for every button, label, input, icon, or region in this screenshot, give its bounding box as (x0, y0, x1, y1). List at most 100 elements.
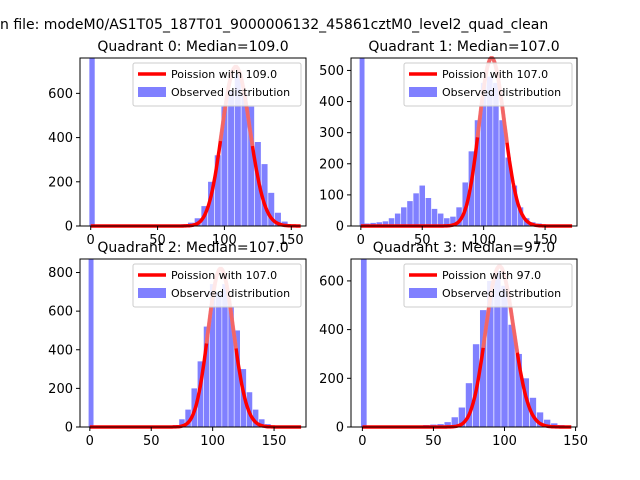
hist-bar (419, 185, 426, 226)
x-tick-label: 50 (143, 434, 160, 449)
hist-bar (388, 218, 395, 226)
x-tick-label: 150 (279, 233, 304, 248)
hist-bar (487, 76, 493, 227)
hist-bar (261, 164, 268, 226)
hist-bar (185, 409, 191, 427)
legend-poisson-label: Poission with 107.0 (442, 68, 548, 81)
quadrant-title: Quadrant 1: Median=107.0 (368, 39, 559, 55)
hist-bar (382, 221, 389, 226)
y-tick-label: 400 (319, 95, 344, 110)
hist-bar (456, 207, 462, 226)
x-tick-label: 100 (492, 434, 517, 449)
hist-bar (543, 419, 551, 427)
quadrant-3-axes: 0 50 100 150 0 200 400 600 Quadrant 3: Median=97… (319, 240, 588, 449)
legend-box (132, 263, 302, 308)
y-tick-label: 600 (48, 305, 73, 320)
x-tick-label: 0 (357, 233, 365, 248)
hist-bar (501, 285, 508, 427)
hist-bar (203, 326, 210, 427)
x-tick-label: 50 (425, 434, 442, 449)
hist-bar (450, 216, 456, 226)
legend-observed-label: Observed distribution (442, 86, 561, 99)
hist-bar (493, 82, 499, 226)
legend-observed-swatch (138, 288, 166, 298)
hist-bar (241, 93, 248, 226)
hist-bar (465, 383, 473, 427)
hist-bar (515, 353, 522, 427)
hist-bar (494, 271, 501, 427)
quadrant-2-axes: 0 50 100 150 0 200 400 600 800 Quadrant 2: Median… (48, 240, 307, 449)
legend-observed-label: Observed distribution (442, 287, 561, 300)
quadrant-1-axes: 0 50 100 150 0 100 200 300 400 500 Quadrant 1: Med… (319, 39, 578, 248)
hist-bar (413, 193, 419, 226)
hist-bar (522, 378, 530, 427)
y-tick-label: 400 (48, 131, 73, 146)
hist-bar-zero (359, 58, 365, 226)
y-tick-label: 200 (319, 157, 344, 172)
x-tick-label: 150 (563, 434, 588, 449)
hist-bar (499, 120, 505, 226)
y-tick-label: 200 (319, 372, 344, 387)
x-tick-label: 0 (87, 233, 95, 248)
hist-bar (425, 198, 432, 226)
y-tick-label: 400 (48, 343, 73, 358)
axes-frame (79, 258, 307, 428)
legend-poisson-label: Poission with 97.0 (442, 269, 541, 282)
quadrant-title: Quadrant 2: Median=107.0 (97, 240, 288, 256)
hist-bar (228, 91, 235, 226)
hist-bar (508, 324, 515, 427)
y-tick-label: 0 (65, 421, 73, 436)
legend-observed-swatch (409, 87, 437, 97)
hist-bar (216, 291, 222, 427)
quadrant-title: Quadrant 0: Median=109.0 (97, 39, 288, 55)
hist-bar (517, 207, 524, 226)
hist-bar (234, 330, 240, 427)
hist-bar (451, 417, 458, 427)
legend-poisson-label: Poission with 107.0 (171, 269, 277, 282)
y-tick-label: 200 (48, 382, 73, 397)
hist-bar (228, 307, 234, 427)
y-tick-label: 300 (319, 126, 344, 141)
hist-bar (248, 106, 255, 226)
hist-bar (444, 422, 451, 427)
y-tick-label: 400 (319, 323, 344, 338)
hist-bar (274, 212, 281, 226)
hist-bar (209, 284, 216, 427)
hist-bar (234, 73, 241, 226)
hist-bar (222, 284, 228, 427)
hist-bar (480, 82, 487, 226)
x-tick-label: 150 (262, 434, 287, 449)
hist-bar (458, 407, 466, 427)
hist-bar (376, 222, 383, 226)
legend-observed-label: Observed distribution (171, 287, 290, 300)
legend-box (132, 62, 302, 107)
legend-box (403, 62, 573, 107)
x-tick-label: 100 (200, 434, 225, 449)
x-tick-label: 50 (414, 233, 431, 248)
x-tick-label: 50 (149, 233, 166, 248)
legend-box (403, 263, 573, 308)
x-tick-label: 100 (471, 233, 496, 248)
figure-suptitle: n file: modeM0/AS1T05_187T01_9000006132_… (0, 17, 548, 33)
y-tick-label: 600 (48, 87, 73, 102)
hist-bar (407, 201, 413, 226)
hist-bar (479, 310, 487, 427)
y-tick-label: 0 (336, 220, 344, 235)
hist-bar-zero (88, 259, 94, 427)
hist-bar (179, 419, 185, 427)
hist-bar (208, 181, 215, 226)
y-tick-label: 0 (65, 220, 73, 235)
y-tick-label: 800 (48, 266, 73, 281)
x-tick-label: 150 (533, 233, 558, 248)
hist-bar (474, 120, 481, 226)
y-tick-label: 600 (319, 274, 344, 289)
legend-observed-swatch (138, 87, 166, 97)
hist-bar (268, 192, 275, 226)
quadrant-title: Quadrant 3: Median=97.0 (373, 240, 555, 256)
hist-bar (511, 185, 518, 226)
axes-frame (350, 57, 578, 227)
hist-bar (401, 207, 407, 226)
x-tick-label: 0 (358, 434, 366, 449)
legend-observed-label: Observed distribution (171, 86, 290, 99)
